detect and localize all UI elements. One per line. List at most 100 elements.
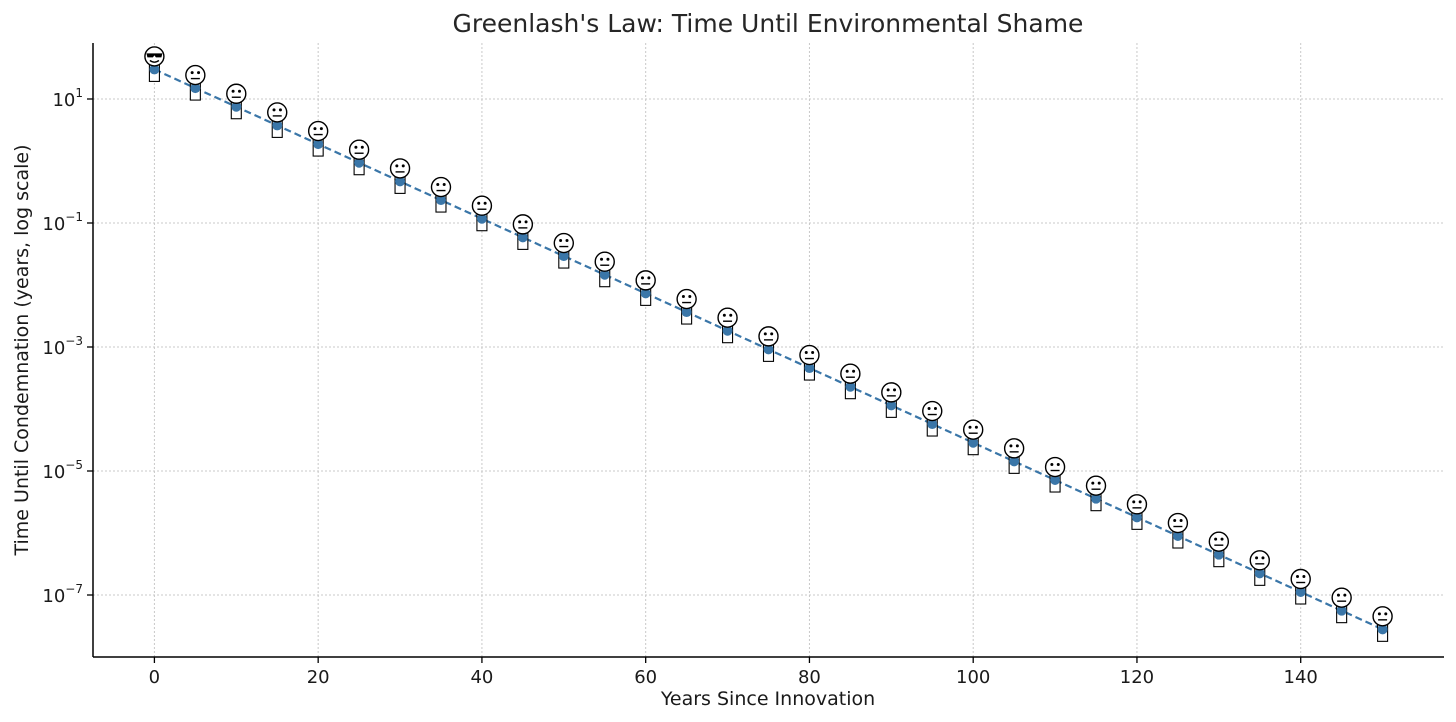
right-eye [647, 276, 651, 280]
face-outline [1372, 606, 1393, 627]
left-eye [231, 89, 235, 93]
left-eye [1132, 500, 1136, 504]
face-outline [1249, 550, 1270, 571]
grid-lines [93, 43, 1444, 657]
data-point [1295, 587, 1306, 598]
neutral-face-icon [1249, 550, 1270, 571]
data-point [517, 232, 528, 243]
data-point [1091, 493, 1102, 504]
right-eye [197, 71, 201, 75]
right-eye [401, 164, 405, 168]
data-point [722, 325, 733, 336]
data-point [1213, 549, 1224, 560]
right-eye [278, 108, 282, 112]
left-eye [477, 201, 481, 205]
neutral-face-icon [922, 400, 943, 422]
right-eye [1097, 481, 1101, 485]
left-eye [1296, 575, 1300, 579]
data-point [1377, 624, 1388, 635]
right-eye [606, 257, 610, 261]
neutral-face-icon [307, 120, 329, 142]
face-outline [840, 363, 861, 384]
y-tick-label: 10−3 [42, 334, 83, 359]
x-tick-label: 80 [798, 667, 821, 688]
right-eye [1220, 537, 1224, 541]
face-outline [717, 307, 738, 328]
left-eye [272, 108, 276, 112]
right-eye [319, 127, 323, 131]
right-eye [1179, 519, 1183, 523]
data-point [149, 64, 160, 75]
neutral-face-icon [553, 232, 575, 254]
right-eye [729, 313, 733, 317]
left-eye [845, 369, 849, 373]
left-eye [640, 276, 644, 280]
face-outline [1003, 438, 1025, 459]
data-point [845, 381, 856, 392]
right-eye [688, 295, 692, 299]
left-eye [763, 332, 767, 336]
left-eye [1050, 463, 1054, 467]
left-eye [1173, 519, 1177, 523]
face-outline [1126, 494, 1148, 515]
right-eye [1384, 612, 1388, 616]
y-tick-label: 10−5 [42, 458, 83, 483]
right-eye [1261, 556, 1265, 560]
neutral-face-icon [840, 363, 861, 384]
face-outline [553, 232, 575, 254]
neutral-face-icon [1126, 494, 1148, 515]
left-eye [722, 313, 726, 317]
left-eye [1009, 444, 1013, 448]
neutral-face-icon [1003, 438, 1025, 459]
left-eye [313, 127, 317, 131]
face-outline [267, 102, 288, 123]
neutral-face-icon [962, 419, 984, 440]
data-point [354, 157, 365, 168]
left-eye [1336, 593, 1340, 597]
markers [144, 46, 1393, 642]
left-eye [1377, 612, 1381, 616]
neutral-face-icon [430, 176, 452, 198]
face-outline [962, 419, 984, 440]
neutral-face-icon [348, 139, 370, 160]
data-point [190, 83, 201, 94]
right-eye [770, 332, 774, 336]
x-tick-label: 40 [470, 667, 493, 688]
right-eye [237, 89, 241, 93]
data-point [804, 363, 815, 374]
right-eye [933, 407, 937, 411]
left-eye [886, 388, 890, 392]
neutral-face-icon [1085, 475, 1107, 496]
right-eye [1343, 593, 1347, 597]
face-outline [676, 288, 697, 310]
left-eye [354, 145, 358, 149]
neutral-face-icon [881, 382, 902, 403]
y-tick-label: 10−7 [42, 582, 83, 607]
neutral-face-icon [185, 64, 206, 86]
data-point [886, 400, 897, 411]
left-eye [968, 425, 972, 429]
face-outline [922, 400, 943, 422]
neutral-face-icon [226, 83, 247, 104]
data-point [968, 437, 979, 448]
neutral-face-icon [758, 326, 779, 347]
data-point [1131, 512, 1142, 523]
face-outline [226, 83, 247, 104]
left-eye [436, 183, 440, 187]
face-outline [430, 176, 452, 198]
left-eye [190, 71, 194, 75]
neutral-face-icon [1208, 531, 1230, 552]
left-eye [681, 295, 685, 299]
data-point [681, 307, 692, 318]
face-outline [471, 195, 493, 216]
data-point [1254, 568, 1265, 579]
face-outline [144, 46, 165, 67]
neutral-face-icon [635, 270, 656, 291]
face-outline [594, 251, 615, 272]
x-tick-label: 60 [634, 667, 657, 688]
chart-title: Greenlash's Law: Time Until Environmenta… [453, 9, 1084, 38]
face-outline [758, 326, 779, 347]
face-outline [1331, 587, 1352, 608]
x-axis-label: Years Since Innovation [660, 688, 875, 710]
